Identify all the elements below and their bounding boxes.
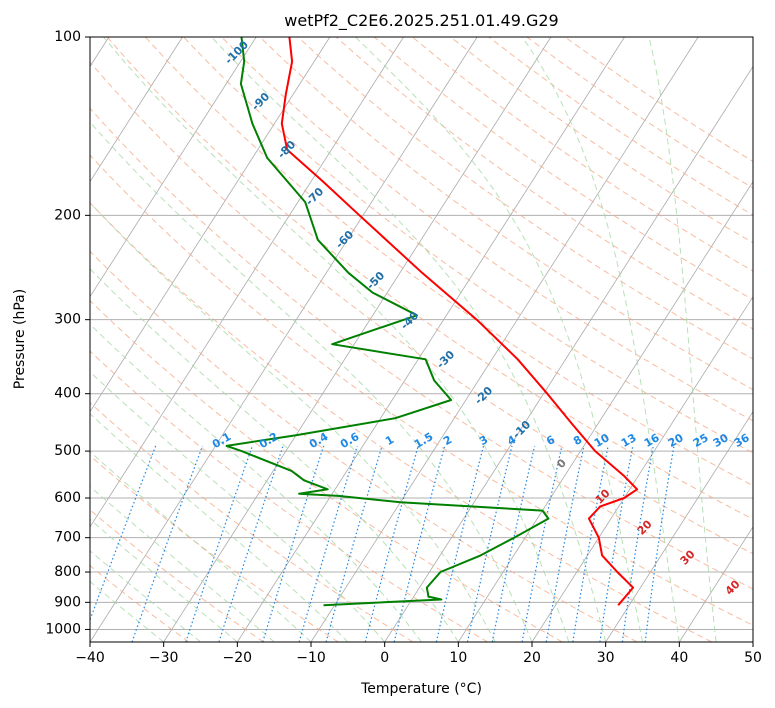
x-tick-label: 50	[744, 650, 762, 666]
y-tick-label: 600	[54, 490, 81, 506]
mixing-ratio-line	[325, 445, 383, 642]
isotherm-line	[605, 411, 753, 642]
mixing-ratio-line	[90, 445, 157, 622]
isotherm-line	[90, 37, 257, 298]
x-tick-label: −10	[296, 650, 326, 666]
mixing-ratio-line	[298, 445, 358, 642]
moist-adiabat-line	[90, 202, 496, 642]
moist-adiabat-line	[648, 37, 717, 642]
x-tick-label: 40	[670, 650, 688, 666]
dry-adiabat-line	[90, 154, 753, 626]
mixing-ratio-line	[364, 445, 419, 642]
x-tick-label: −40	[75, 650, 105, 666]
mixing-ratio-line	[262, 445, 325, 642]
moist-adiabat-line	[90, 485, 275, 642]
moist-adiabat-line	[103, 37, 570, 642]
dry-adiabat-line	[90, 509, 264, 642]
isotherm-line	[90, 37, 331, 413]
axes: −40 −30 −20 −10 0 10 20 30 40 50 100 200 300 400 500 60…	[45, 29, 762, 666]
mixing-ratio-line	[545, 445, 585, 642]
y-tick-label: 1000	[45, 621, 81, 637]
dry-adiabat-line	[90, 202, 712, 642]
moist-adiabat-line	[90, 518, 238, 642]
y-tick-label: 200	[54, 207, 81, 223]
dry-adiabat-line	[90, 107, 753, 590]
y-axis-label: Pressure (hPa)	[12, 289, 28, 389]
temperature-line	[280, 37, 639, 606]
y-tick-label: 800	[54, 564, 81, 580]
isotherm-line	[457, 180, 753, 642]
mixing-ratio-line	[185, 445, 253, 642]
moist-adiabat-line	[90, 413, 349, 642]
dry-adiabat-line	[373, 37, 753, 301]
dry-adiabat-line	[90, 61, 753, 555]
x-axis-label: Temperature (°C)	[360, 681, 482, 697]
mixing-ratio-line	[393, 445, 446, 642]
mixing-ratio-line	[572, 445, 609, 642]
dry-adiabat-line	[106, 37, 753, 520]
x-tick-label: −20	[223, 650, 253, 666]
mixing-ratio-line	[131, 445, 204, 642]
mixing-ratio-line	[621, 445, 654, 642]
isotherm-line	[90, 37, 404, 528]
isotherm-line	[163, 37, 552, 642]
isotherm-line	[678, 526, 753, 642]
y-tick-label: 700	[54, 530, 81, 546]
x-tick-label: 20	[523, 650, 541, 666]
dry-adiabat-line	[90, 402, 414, 642]
moist-adiabat-line	[90, 450, 312, 642]
mixing-ratio-line	[521, 445, 563, 642]
data-series	[225, 37, 639, 607]
moist-adiabat-line	[521, 37, 680, 642]
moist-adiabat-line	[355, 37, 643, 642]
x-tick-label: 10	[449, 650, 467, 666]
x-tick-label: −30	[149, 650, 179, 666]
isotherm-line	[90, 37, 183, 183]
mixing-ratio-line	[218, 445, 284, 642]
y-tick-label: 300	[54, 312, 81, 328]
moist-adiabat-line	[90, 323, 422, 642]
dry-adiabat-line	[221, 37, 753, 422]
moist-adiabat-line	[90, 371, 386, 642]
y-tick-label: 400	[54, 386, 81, 402]
plot-frame	[89, 36, 754, 643]
dry-adiabat-line	[90, 454, 339, 642]
isotherm-line	[90, 37, 478, 642]
y-tick-label: 900	[54, 594, 81, 610]
isotherm-line	[236, 37, 625, 642]
mixing-ratio-line	[466, 445, 513, 642]
mixing-ratio-line	[644, 445, 675, 642]
isotherm-line	[384, 65, 753, 642]
dry-adiabat-line	[90, 250, 638, 642]
mixing-ratio-line	[491, 445, 536, 642]
dry-adiabat-line	[90, 300, 563, 642]
y-tick-label: 500	[54, 443, 81, 459]
mixing-ratio-line	[599, 445, 634, 642]
chart-title: wetPf2_C2E6.2025.251.01.49.G29	[284, 11, 558, 31]
moist-adiabat-line	[211, 37, 607, 642]
x-tick-label: 30	[597, 650, 615, 666]
isotherm-line	[531, 295, 753, 642]
moist-adiabat-line	[90, 121, 533, 642]
dewpoint-line	[225, 37, 550, 607]
y-tick-label: 100	[54, 29, 81, 45]
x-tick-label: 0	[380, 650, 389, 666]
dry-adiabat-line	[90, 564, 190, 642]
dry-adiabat-line	[259, 37, 753, 391]
mixing-ratio-line	[435, 445, 485, 642]
